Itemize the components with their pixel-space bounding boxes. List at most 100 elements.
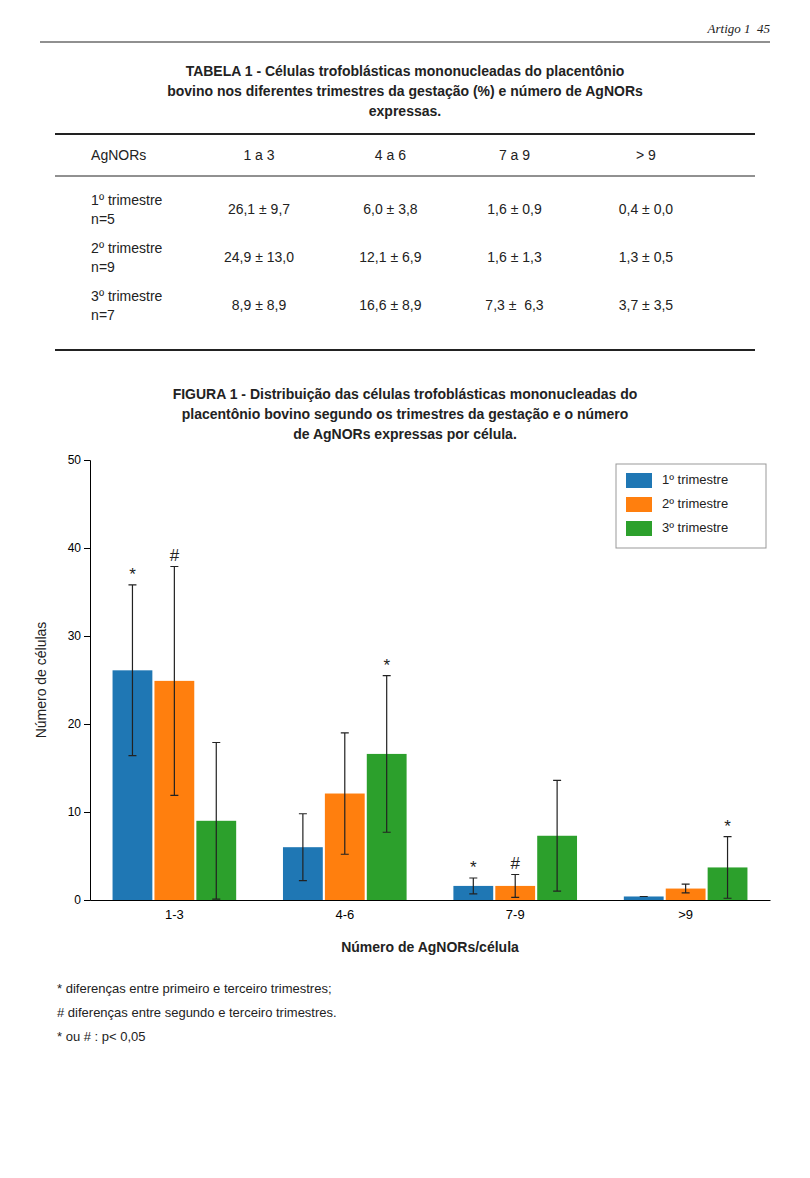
table-column-header: 1 a 3 — [243, 147, 274, 163]
table-cell: 1,3 ± 0,5 — [619, 249, 674, 265]
legend-label: 2º trimestre — [662, 496, 728, 511]
tick: 1-3 — [165, 900, 184, 922]
table-row-label: n=5 — [91, 211, 115, 227]
tick-mark — [84, 900, 90, 901]
annotation: # — [510, 854, 520, 873]
annotations: * # * * # * — [129, 546, 731, 877]
tick: 40 — [68, 541, 90, 555]
error-bar — [682, 884, 690, 893]
tick-label: 4-6 — [335, 907, 354, 922]
footnote: # diferenças entre segundo e terceiro tr… — [57, 1005, 337, 1020]
table-rule — [40, 41, 770, 42]
table-rule — [55, 133, 755, 135]
table-row-label: n=9 — [91, 259, 115, 275]
footnote: * diferenças entre primeiro e terceiro t… — [57, 981, 332, 996]
tick-label: 7-9 — [506, 907, 525, 922]
tick-label: 10 — [68, 805, 82, 819]
error-bar — [724, 837, 732, 899]
chart-title: de AgNORs expressas por célula. — [293, 426, 517, 442]
y-axis: 0 10 20 30 40 50 — [68, 453, 91, 907]
tick: 0 — [74, 893, 90, 907]
page-header: Artigo 1 45 — [707, 21, 771, 36]
annotation: * — [470, 858, 477, 877]
x-axis-title: Número de AgNORs/célula — [341, 939, 519, 955]
table-cell: 1,6 ± 0,9 — [487, 201, 542, 217]
table-cell: 24,9 ± 13,0 — [224, 249, 294, 265]
tick-label: >9 — [678, 907, 693, 922]
tick-mark — [84, 812, 90, 813]
legend-label: 1º trimestre — [662, 472, 728, 487]
annotation: * — [383, 656, 390, 675]
table-cell: 1,6 ± 1,3 — [487, 249, 542, 265]
error-bar — [383, 676, 391, 833]
bar-series — [113, 585, 664, 900]
axis-domain — [91, 900, 771, 901]
tick: 10 — [68, 805, 90, 819]
table-cell: 7,3 ± 6,3 — [485, 297, 543, 313]
error-bar — [640, 896, 648, 897]
legend-swatch — [626, 497, 652, 512]
tick-mark — [84, 548, 90, 549]
table-row-label: 2º trimestre — [91, 240, 162, 256]
tick: 50 — [68, 453, 90, 467]
error-bar — [469, 878, 477, 894]
table-column-header: 7 a 9 — [499, 147, 530, 163]
error-bar — [128, 585, 136, 756]
table-column-header: 4 a 6 — [375, 147, 406, 163]
tick-mark — [84, 724, 90, 725]
error-bar — [341, 733, 349, 854]
bar-series — [196, 676, 747, 900]
page: Artigo 1 45TABELA 1 - Células trofoblást… — [0, 0, 810, 1178]
tick: >9 — [678, 900, 693, 922]
annotation: * — [724, 817, 731, 836]
tick: 7-9 — [506, 900, 525, 922]
footnote: * ou # : p< 0,05 — [57, 1029, 146, 1044]
legend: 1º trimestre 2º trimestre 3º trimestre — [616, 464, 766, 548]
tick: 30 — [68, 629, 90, 643]
tick-label: 40 — [68, 541, 82, 555]
table-column-header: > 9 — [636, 147, 656, 163]
tick: 20 — [68, 717, 90, 731]
table-cell: 3,7 ± 3,5 — [619, 297, 674, 313]
table-cell: 12,1 ± 6,9 — [359, 249, 421, 265]
tick-mark — [84, 636, 90, 637]
bar — [624, 896, 664, 900]
table-cell: 8,9 ± 8,9 — [232, 297, 287, 313]
tick-label: 1-3 — [165, 907, 184, 922]
error-bar — [553, 780, 561, 891]
legend-frame — [616, 464, 766, 548]
table-cell: 6,0 ± 3,8 — [363, 201, 418, 217]
x-axis: 1-3 4-6 7-9 >9 — [91, 900, 771, 922]
table-cell: 0,4 ± 0,0 — [619, 201, 674, 217]
chart-title: placentônio bovino segundo os trimestres… — [182, 406, 629, 422]
legend-label: 3º trimestre — [662, 520, 728, 535]
tick-label: 20 — [68, 717, 82, 731]
error-bar — [212, 742, 220, 899]
table-row-label: n=7 — [91, 307, 115, 323]
chart-title: FIGURA 1 - Distribuição das células trof… — [173, 386, 638, 402]
legend-swatch — [626, 521, 652, 536]
table-column-header: AgNORs — [91, 147, 146, 163]
table-cell: 26,1 ± 9,7 — [228, 201, 290, 217]
error-bar — [511, 874, 519, 897]
table-rule — [55, 349, 755, 351]
y-axis-title: Número de células — [33, 622, 49, 739]
tick-label: 50 — [68, 453, 82, 467]
error-bar — [170, 566, 178, 795]
error-bar — [299, 814, 307, 881]
table-title: bovino nos diferentes trimestres da gest… — [167, 83, 643, 99]
annotation: * — [129, 565, 136, 584]
table-row-label: 1º trimestre — [91, 192, 162, 208]
tick-label: 0 — [74, 893, 81, 907]
table-cell: 16,6 ± 8,9 — [359, 297, 421, 313]
tick-mark — [84, 460, 90, 461]
tick: 4-6 — [335, 900, 354, 922]
bar-series — [154, 566, 705, 900]
tick-label: 30 — [68, 629, 82, 643]
annotation: # — [170, 546, 180, 565]
table-rule — [55, 176, 755, 177]
axis-domain — [84, 461, 91, 901]
legend-swatch — [626, 473, 652, 488]
table-row-label: 3º trimestre — [91, 288, 162, 304]
table-title: expressas. — [369, 103, 441, 119]
